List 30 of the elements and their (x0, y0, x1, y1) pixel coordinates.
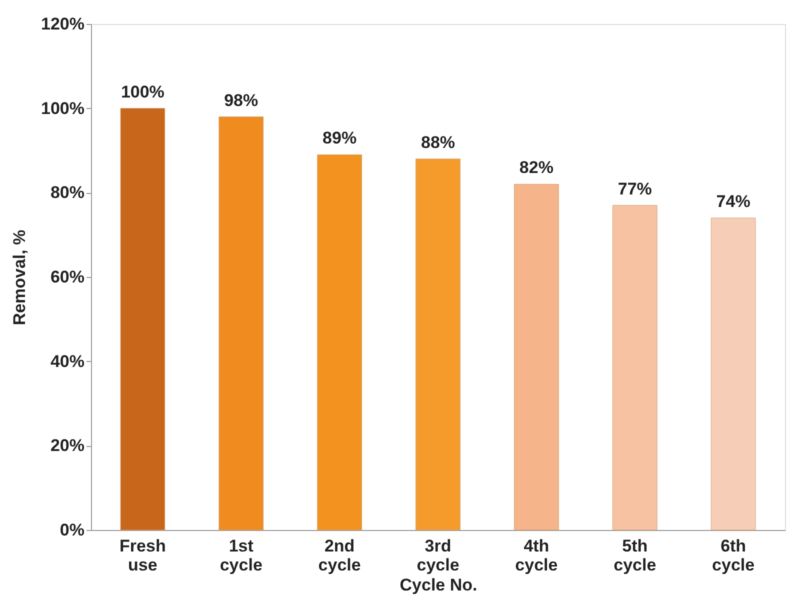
data-label: 88% (420, 132, 456, 152)
bar (612, 205, 658, 530)
y-tick-label: 0% (60, 520, 84, 540)
bar (514, 184, 559, 530)
data-label: 98% (224, 90, 258, 110)
y-tick-label: 20% (50, 436, 84, 456)
bar (710, 218, 756, 530)
x-tick-label: 4th cycle (515, 536, 558, 574)
y-tick-label: 80% (50, 183, 84, 202)
data-label: 89% (322, 128, 357, 148)
bar (120, 108, 166, 530)
y-tick-label: 100% (41, 98, 84, 118)
x-tick-label: 5th cycle (614, 536, 656, 574)
x-tick-label: 3rd cycle (416, 536, 460, 574)
y-tick-label: 60% (50, 268, 84, 286)
y-tick-label: 40% (50, 352, 84, 371)
x-tick-label: 6th cycle (712, 536, 755, 574)
data-label: 74% (716, 192, 750, 211)
x-tick-label: 1st cycle (220, 536, 262, 574)
x-axis-title: Cycle No. (400, 576, 478, 594)
y-axis-title: Removal, % (10, 230, 30, 326)
x-tick-label: 2nd cycle (318, 536, 361, 574)
bar (218, 116, 264, 530)
x-tick-label: Fresh use (120, 536, 166, 574)
data-label: 82% (519, 158, 554, 178)
bar (416, 158, 460, 530)
bar (317, 154, 362, 530)
data-label: 77% (618, 179, 652, 198)
y-tick-label: 120% (41, 14, 84, 34)
data-label: 100% (120, 82, 164, 102)
